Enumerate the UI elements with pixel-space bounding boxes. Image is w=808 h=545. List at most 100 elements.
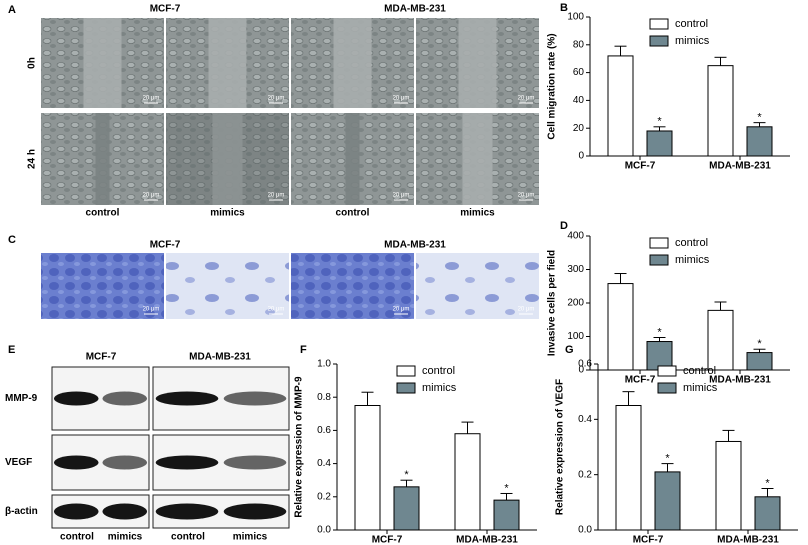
scale-bar-label: 20 μm — [268, 307, 285, 313]
column-title: MCF-7 — [86, 352, 117, 363]
wound-gap — [166, 113, 289, 205]
row-label: VEGF — [5, 457, 32, 468]
y-axis-label: Cell migration rate (%) — [547, 33, 558, 139]
scale-bar-label: 20 μm — [393, 96, 410, 102]
significance-mark: * — [665, 453, 670, 465]
significance-mark: * — [757, 112, 762, 124]
legend-label: mimics — [675, 35, 710, 47]
micrograph — [41, 253, 164, 319]
blot-band — [53, 391, 99, 406]
significance-mark: * — [404, 469, 409, 481]
legend-swatch — [649, 254, 669, 266]
blot-band — [223, 391, 287, 406]
blot-band — [53, 455, 99, 470]
wound-gap — [208, 18, 247, 108]
wound-gap — [458, 18, 497, 108]
condition-label: mimics — [233, 532, 268, 543]
bar — [746, 352, 773, 371]
bar — [754, 496, 781, 531]
significance-mark: * — [657, 326, 662, 338]
condition-label: control — [171, 532, 205, 543]
y-tick-label: 0.0 — [578, 525, 592, 536]
blot-band — [155, 503, 219, 520]
wound-gap — [345, 113, 360, 205]
y-tick-label: 40 — [573, 95, 585, 106]
bar — [746, 126, 773, 157]
wound-gap — [83, 18, 122, 108]
y-tick-label: 0.6 — [578, 359, 592, 370]
bar — [354, 405, 381, 531]
blot-band — [102, 391, 148, 406]
legend-swatch — [649, 35, 669, 47]
legend-swatch — [657, 382, 677, 394]
blot-band — [53, 503, 99, 520]
bar — [707, 309, 734, 371]
scale-bar-label: 20 μm — [143, 96, 160, 102]
panel-label: E — [8, 344, 15, 356]
micrograph — [291, 253, 414, 319]
micrograph — [416, 253, 539, 319]
scale-bar-label: 20 μm — [518, 193, 535, 199]
significance-mark: * — [765, 477, 770, 489]
bar — [607, 55, 634, 157]
scale-bar-label: 20 μm — [268, 193, 285, 199]
panel-label: G — [565, 344, 574, 356]
blot-band — [223, 455, 287, 470]
blot-band — [155, 455, 219, 470]
bar — [454, 433, 481, 531]
y-axis-label: Invasive cells per field — [547, 250, 558, 356]
y-tick-label: 0.2 — [578, 469, 592, 480]
significance-mark: * — [757, 338, 762, 350]
column-title: MCF-7 — [150, 4, 181, 15]
y-tick-label: 0.6 — [317, 425, 331, 436]
blot-band — [102, 503, 148, 520]
bar — [646, 130, 673, 157]
x-tick-label: MCF-7 — [625, 375, 656, 386]
y-tick-label: 80 — [573, 39, 585, 50]
legend-label: control — [675, 237, 708, 249]
significance-mark: * — [657, 116, 662, 128]
legend-label: control — [675, 18, 708, 30]
bar — [493, 499, 520, 531]
scale-bar-label: 20 μm — [393, 193, 410, 199]
bar — [393, 486, 420, 531]
condition-label: control — [86, 208, 120, 219]
row-label: 0h — [27, 57, 38, 69]
column-title: MDA-MB-231 — [384, 240, 446, 251]
bar — [654, 471, 681, 531]
y-tick-label: 0 — [578, 151, 584, 162]
scale-bar-label: 20 μm — [268, 96, 285, 102]
significance-mark: * — [504, 482, 509, 494]
panel-label: D — [560, 220, 568, 232]
column-title: MCF-7 — [150, 240, 181, 251]
wound-gap — [212, 113, 243, 205]
y-tick-label: 0.4 — [578, 414, 592, 425]
legend-swatch — [396, 365, 416, 377]
condition-label: mimics — [460, 208, 495, 219]
scale-bar-label: 20 μm — [518, 307, 535, 313]
legend-swatch — [649, 18, 669, 30]
panel-label: B — [560, 2, 568, 14]
bar — [607, 283, 634, 371]
scale-bar-label: 20 μm — [518, 96, 535, 102]
legend-label: control — [683, 365, 716, 377]
y-tick-label: 0.4 — [317, 458, 331, 469]
bar — [715, 440, 742, 531]
column-title: MDA-MB-231 — [189, 352, 251, 363]
blot-band — [102, 455, 148, 470]
y-tick-label: 100 — [567, 12, 584, 23]
blot-band — [155, 391, 219, 406]
y-tick-label: 300 — [567, 264, 584, 275]
legend-label: control — [422, 365, 455, 377]
x-tick-label: MCF-7 — [625, 161, 656, 172]
bar — [707, 65, 734, 157]
row-label: MMP-9 — [5, 393, 38, 404]
y-axis-label: Relative expression of MMP-9 — [294, 376, 305, 518]
micrograph — [166, 253, 289, 319]
wound-gap — [462, 113, 493, 205]
condition-label: control — [336, 208, 370, 219]
legend-label: mimics — [683, 382, 718, 394]
y-tick-label: 400 — [567, 231, 584, 242]
x-tick-label: MDA-MB-231 — [709, 161, 771, 172]
